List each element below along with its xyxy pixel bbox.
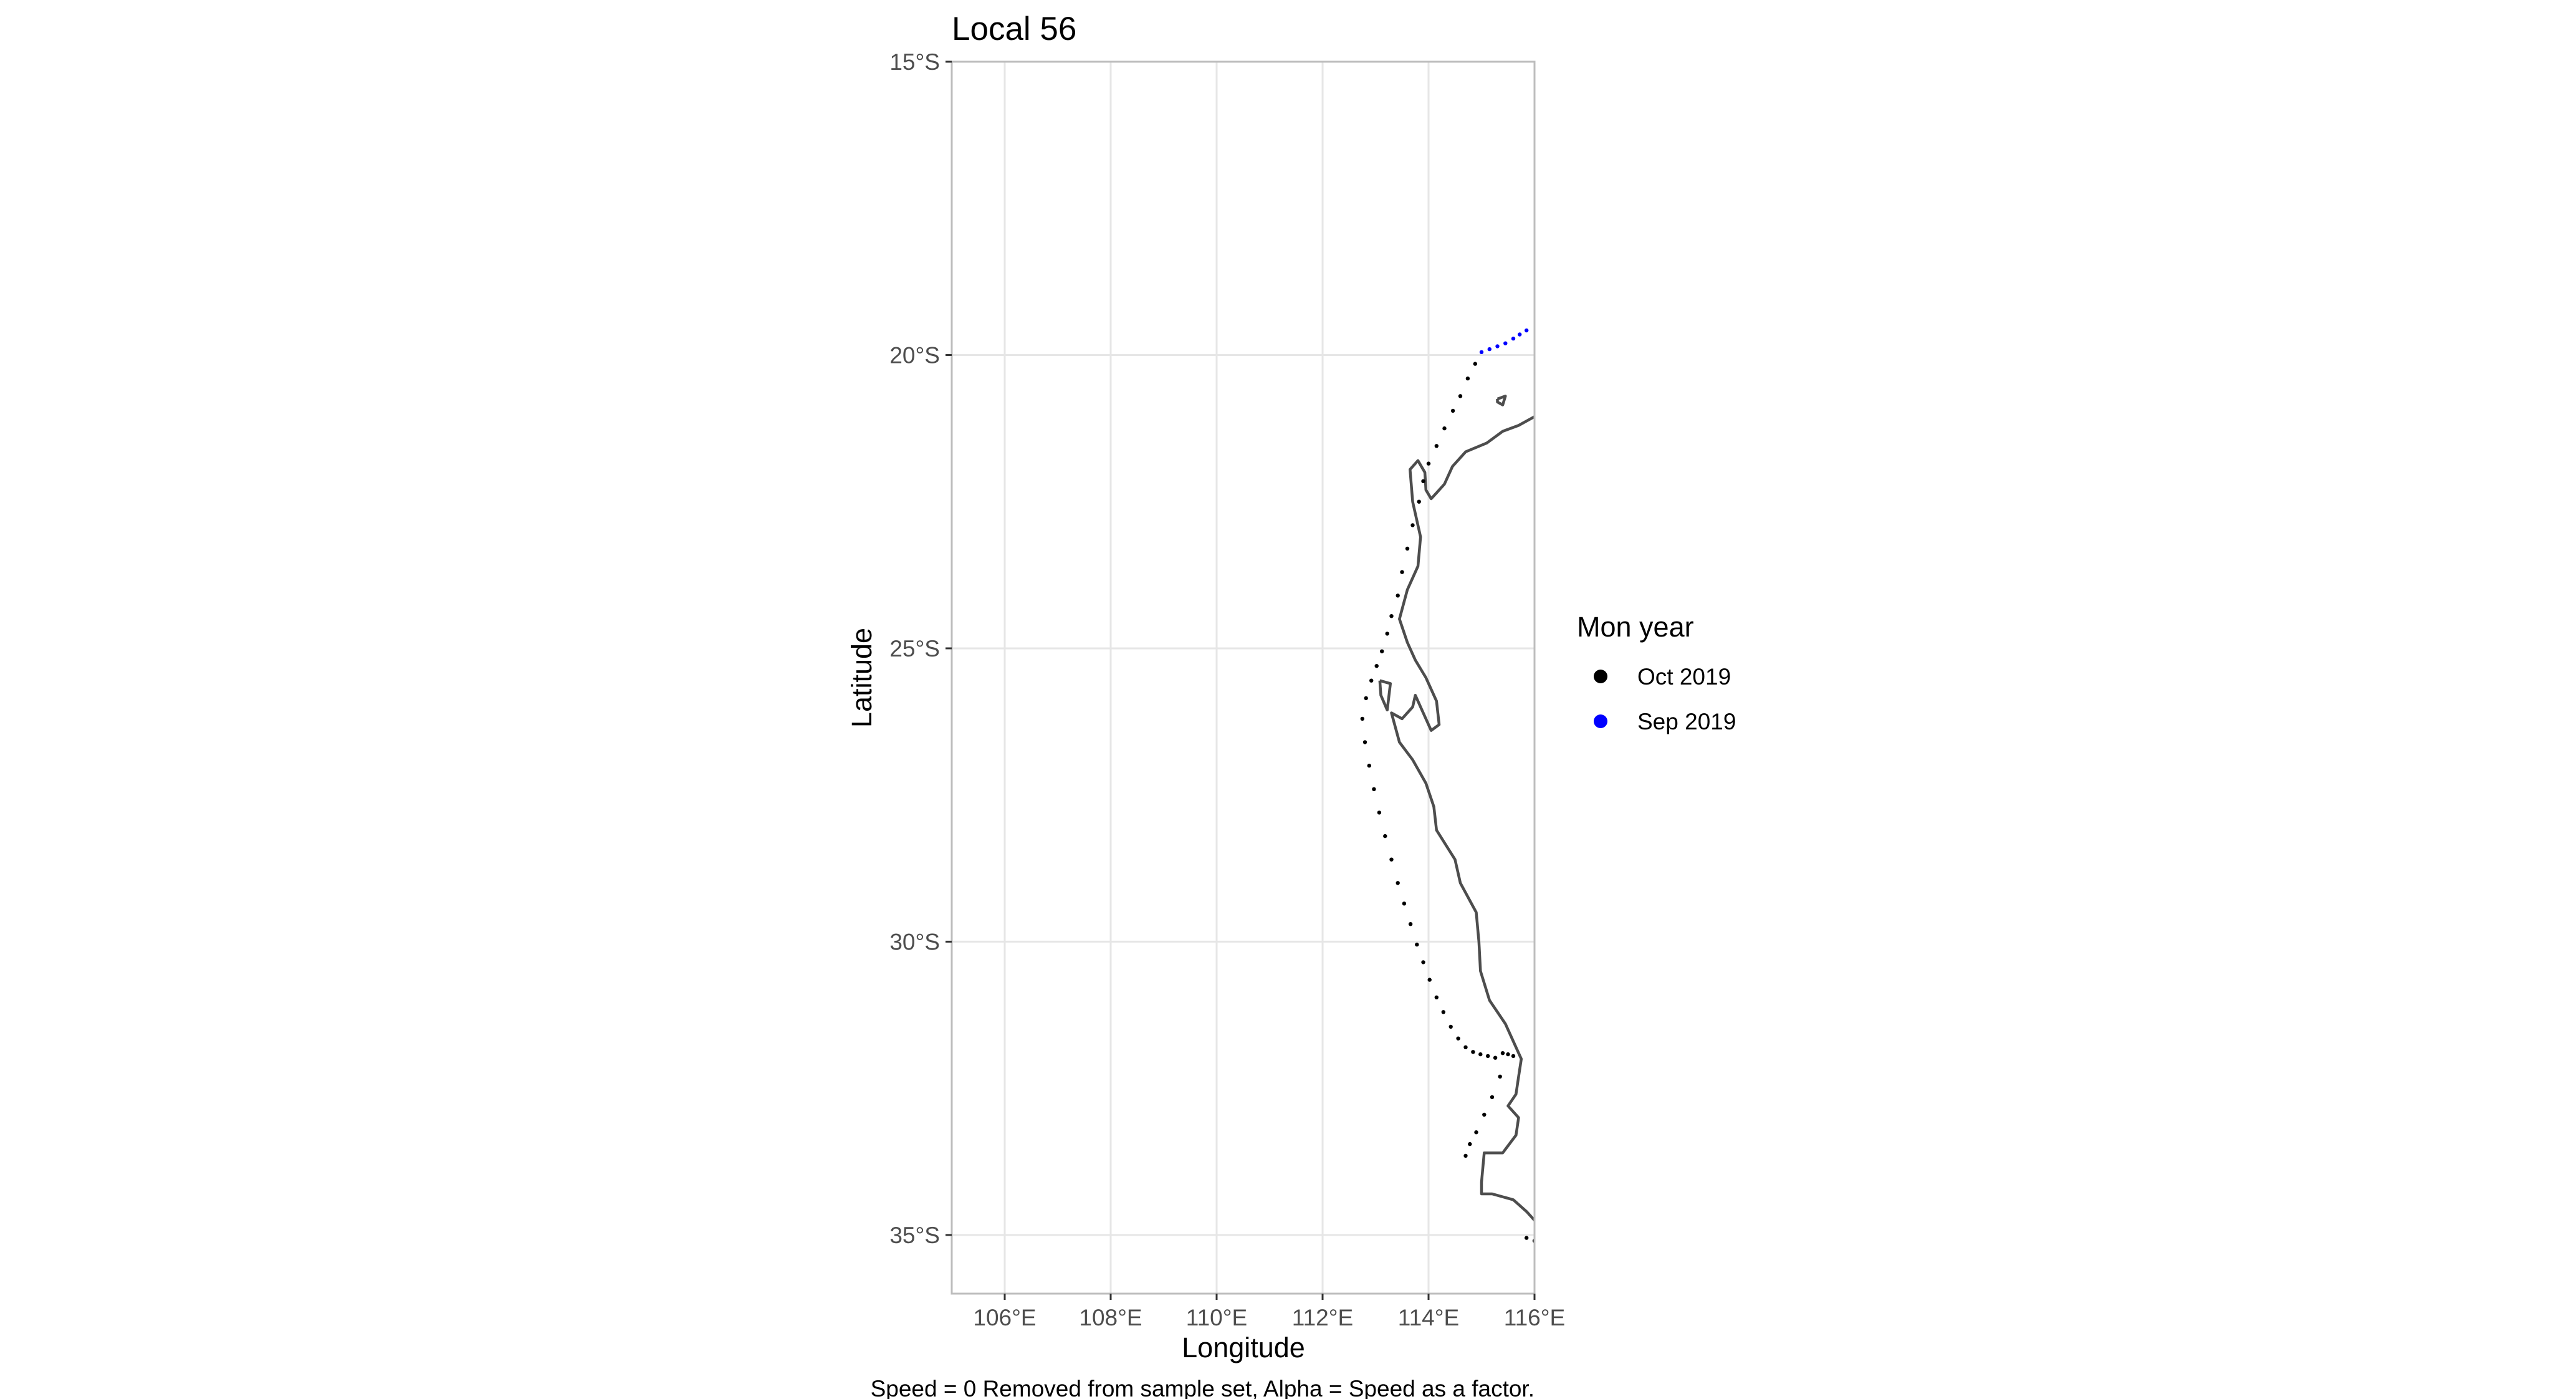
point-sep-2019-4 bbox=[1511, 336, 1516, 341]
x-axis-ticks: 106°E 108°E 110°E 112°E 114°E 116°E bbox=[973, 1294, 1565, 1330]
coastline-segment-1 bbox=[1378, 679, 1392, 712]
y-tick-label-1: 20°S bbox=[889, 342, 940, 368]
point-oct-2019-40 bbox=[1493, 1055, 1498, 1060]
point-oct-2019-11 bbox=[1400, 570, 1404, 574]
chart-caption: Speed = 0 Removed from sample set, Alpha… bbox=[871, 1376, 1535, 1399]
point-oct-2019-8 bbox=[1417, 499, 1421, 504]
point-oct-2019-7 bbox=[1421, 479, 1425, 483]
point-oct-2019-20 bbox=[1362, 740, 1367, 744]
y-tick-label-2: 25°S bbox=[889, 636, 940, 661]
point-oct-2019-17 bbox=[1369, 678, 1374, 683]
coastline-segment-0 bbox=[1390, 415, 1536, 1221]
point-oct-2019-26 bbox=[1396, 881, 1400, 885]
legend-item-oct-2019: Oct 2019 bbox=[1594, 664, 1731, 690]
legend-item-sep-2019: Sep 2019 bbox=[1594, 709, 1736, 734]
point-sep-2019-6 bbox=[1525, 328, 1529, 333]
point-oct-2019-37 bbox=[1471, 1050, 1475, 1054]
point-oct-2019-32 bbox=[1434, 995, 1439, 1000]
point-oct-2019-24 bbox=[1383, 834, 1387, 839]
point-oct-2019-10 bbox=[1405, 546, 1410, 551]
legend-label-oct-2019: Oct 2019 bbox=[1637, 664, 1731, 690]
point-oct-2019-29 bbox=[1415, 942, 1419, 947]
point-oct-2019-39 bbox=[1486, 1054, 1490, 1059]
point-oct-2019-27 bbox=[1402, 901, 1407, 906]
chart-title: Local 56 bbox=[952, 11, 1076, 47]
y-tick-label-0: 15°S bbox=[889, 49, 940, 75]
point-oct-2019-48 bbox=[1468, 1142, 1472, 1147]
point-oct-2019-50 bbox=[1525, 1236, 1529, 1240]
point-oct-2019-28 bbox=[1408, 922, 1413, 926]
point-oct-2019-25 bbox=[1389, 857, 1394, 862]
point-oct-2019-46 bbox=[1482, 1112, 1487, 1117]
point-oct-2019-19 bbox=[1360, 716, 1364, 721]
point-oct-2019-45 bbox=[1490, 1095, 1495, 1100]
x-tick-label-3: 112°E bbox=[1292, 1305, 1353, 1330]
x-tick-label-2: 110°E bbox=[1186, 1305, 1247, 1330]
coastline-segment-2 bbox=[1496, 395, 1507, 406]
y-tick-label-3: 30°S bbox=[889, 929, 940, 954]
point-oct-2019-38 bbox=[1478, 1052, 1483, 1057]
x-tick-label-1: 108°E bbox=[1079, 1305, 1142, 1330]
point-oct-2019-34 bbox=[1448, 1024, 1453, 1029]
legend-key-oct-2019 bbox=[1594, 670, 1607, 683]
point-oct-2019-4 bbox=[1442, 426, 1447, 431]
x-axis-title: Longitude bbox=[1182, 1332, 1305, 1363]
point-oct-2019-14 bbox=[1385, 632, 1389, 636]
track-points bbox=[1360, 328, 1535, 1243]
legend-title: Mon year bbox=[1577, 611, 1694, 643]
point-oct-2019-47 bbox=[1474, 1130, 1478, 1135]
point-oct-2019-35 bbox=[1456, 1036, 1460, 1041]
y-axis-title: Latitude bbox=[846, 628, 878, 728]
x-tick-label-4: 114°E bbox=[1398, 1305, 1459, 1330]
point-oct-2019-1 bbox=[1465, 376, 1470, 381]
legend-label-sep-2019: Sep 2019 bbox=[1637, 709, 1736, 734]
point-oct-2019-3 bbox=[1450, 408, 1455, 413]
point-oct-2019-30 bbox=[1421, 960, 1425, 964]
point-oct-2019-21 bbox=[1367, 763, 1371, 768]
point-oct-2019-0 bbox=[1473, 362, 1477, 366]
plot-border bbox=[950, 60, 1536, 1295]
point-oct-2019-31 bbox=[1427, 978, 1432, 982]
legend: Mon year Oct 2019 Sep 2019 bbox=[1577, 611, 1736, 734]
point-sep-2019-0 bbox=[1479, 350, 1484, 354]
point-oct-2019-6 bbox=[1426, 461, 1431, 466]
coastline bbox=[1378, 395, 1536, 1221]
point-oct-2019-5 bbox=[1434, 444, 1439, 448]
point-sep-2019-1 bbox=[1487, 347, 1491, 352]
point-oct-2019-43 bbox=[1511, 1054, 1516, 1059]
point-oct-2019-33 bbox=[1441, 1010, 1445, 1014]
y-tick-label-4: 35°S bbox=[889, 1223, 940, 1248]
point-sep-2019-2 bbox=[1495, 344, 1500, 349]
y-axis-ticks: 15°S 20°S 25°S 30°S 35°S bbox=[889, 49, 952, 1248]
legend-key-sep-2019 bbox=[1594, 714, 1607, 728]
point-oct-2019-18 bbox=[1364, 696, 1368, 701]
x-tick-label-0: 106°E bbox=[973, 1305, 1036, 1330]
point-oct-2019-9 bbox=[1410, 523, 1415, 527]
point-oct-2019-2 bbox=[1458, 394, 1463, 398]
point-oct-2019-49 bbox=[1463, 1153, 1468, 1158]
point-oct-2019-41 bbox=[1500, 1051, 1505, 1055]
point-oct-2019-22 bbox=[1372, 787, 1376, 792]
point-oct-2019-16 bbox=[1374, 664, 1379, 668]
point-oct-2019-15 bbox=[1380, 649, 1384, 653]
point-oct-2019-12 bbox=[1396, 594, 1400, 598]
point-sep-2019-5 bbox=[1518, 332, 1522, 337]
plot-panel bbox=[952, 62, 1535, 1294]
point-oct-2019-44 bbox=[1498, 1074, 1502, 1079]
point-oct-2019-23 bbox=[1377, 810, 1382, 815]
point-oct-2019-13 bbox=[1389, 614, 1394, 618]
point-oct-2019-36 bbox=[1463, 1045, 1468, 1050]
point-oct-2019-42 bbox=[1506, 1052, 1510, 1057]
x-tick-label-5: 116°E bbox=[1504, 1305, 1565, 1330]
point-sep-2019-3 bbox=[1503, 341, 1508, 345]
